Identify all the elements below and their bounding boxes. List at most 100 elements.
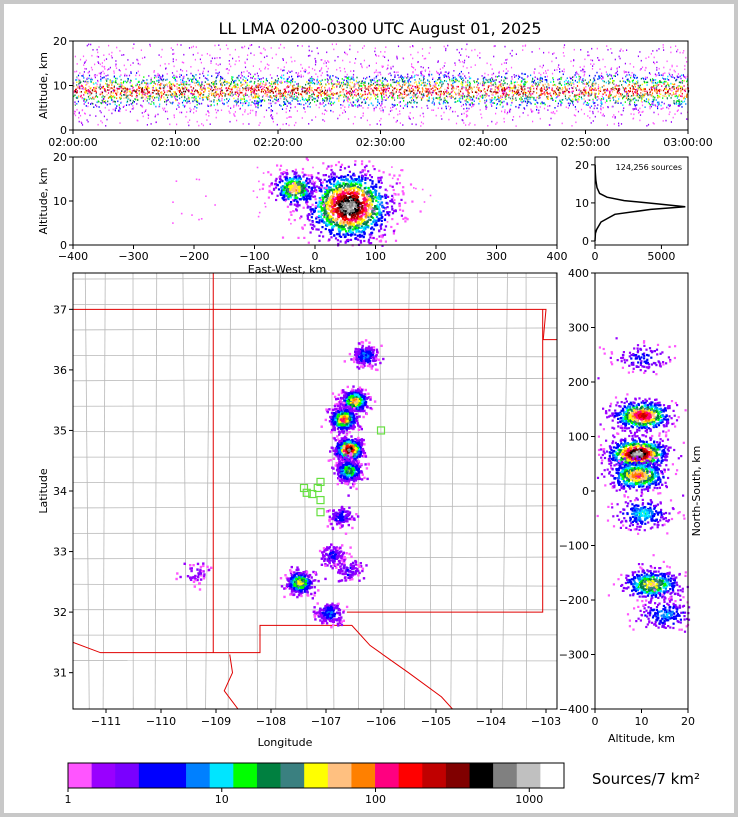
data-point [505,95,507,98]
data-point [347,82,349,85]
data-point [471,89,473,92]
data-point [618,84,620,87]
data-point [358,84,360,87]
data-point [92,82,94,84]
data-point [387,83,389,85]
data-point [583,83,586,85]
data-point [105,102,107,104]
data-point [157,72,159,75]
data-point [502,86,504,89]
data-point [660,104,662,107]
data-point [503,79,505,82]
data-point [292,91,294,93]
data-point [210,92,212,94]
data-point [192,74,194,77]
data-point [241,91,243,94]
data-point [661,81,663,84]
data-point [547,109,549,111]
data-point [317,52,319,55]
data-point [245,102,248,104]
data-point [445,91,447,93]
data-point [100,73,102,75]
data-point [454,78,456,81]
data-point [507,70,509,72]
data-point [283,46,285,49]
data-point [301,117,303,119]
data-point [322,98,324,100]
data-point [130,91,132,94]
data-point [355,58,357,60]
data-point [271,85,273,88]
data-point [676,100,678,102]
data-point [561,99,563,101]
data-point [252,96,255,99]
data-point [632,117,634,120]
data-point [114,103,116,106]
data-point [239,108,241,110]
data-point [551,87,553,90]
data-point [491,120,493,123]
data-point [304,92,306,94]
data-point [169,84,171,87]
data-point [578,75,580,78]
data-point [364,93,366,96]
data-point [381,103,383,105]
data-point [383,99,385,101]
data-point [329,93,331,96]
data-point [111,56,113,59]
data-point [572,65,574,67]
data-point [561,87,564,89]
data-point [382,85,384,87]
data-point [632,76,635,78]
data-point [285,99,288,101]
data-point [446,86,449,89]
data-point [321,67,323,69]
data-point [290,56,292,59]
data-point [261,52,263,55]
data-point [576,99,578,101]
data-point [412,57,414,60]
data-point [186,87,188,89]
data-point [186,102,188,104]
data-point [174,79,176,81]
data-point [102,86,104,88]
data-point [110,87,112,89]
data-point [635,91,637,94]
data-point [257,100,259,102]
data-point [533,87,535,90]
data-point [169,101,171,103]
data-point [460,97,462,100]
data-point [328,87,330,90]
data-point [257,102,259,105]
data-point [148,75,150,77]
data-point [663,95,665,97]
data-point [654,85,656,87]
data-point [471,102,473,104]
data-point [616,90,618,93]
data-point [376,82,378,84]
data-point [569,98,571,101]
data-point [461,87,463,90]
data-point [402,124,404,126]
data-point [495,93,497,95]
data-point [181,70,184,72]
data-point [414,96,416,99]
data-point [575,72,577,74]
data-point [447,85,449,87]
data-point [130,71,132,73]
data-point [427,99,429,102]
data-point [465,116,468,118]
data-point [324,100,326,102]
data-point [359,88,361,91]
data-point [183,53,185,56]
data-point [145,87,147,89]
data-point [105,90,107,93]
data-point [421,48,424,50]
data-point [402,93,404,95]
data-point [263,98,265,101]
data-point [213,81,215,83]
data-point [590,87,593,89]
data-point [279,89,281,92]
data-point [579,88,581,90]
data-point [326,96,328,99]
